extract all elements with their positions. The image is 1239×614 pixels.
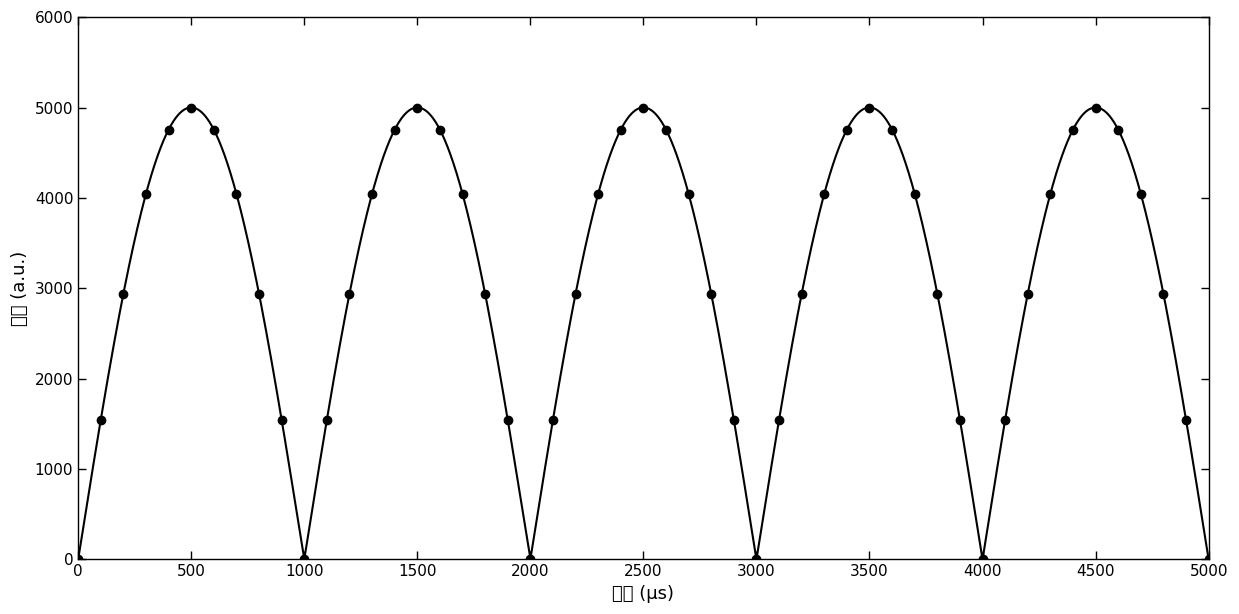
Y-axis label: 幅値 (a.u.): 幅値 (a.u.): [11, 251, 28, 326]
X-axis label: 时间 (μs): 时间 (μs): [612, 585, 674, 603]
